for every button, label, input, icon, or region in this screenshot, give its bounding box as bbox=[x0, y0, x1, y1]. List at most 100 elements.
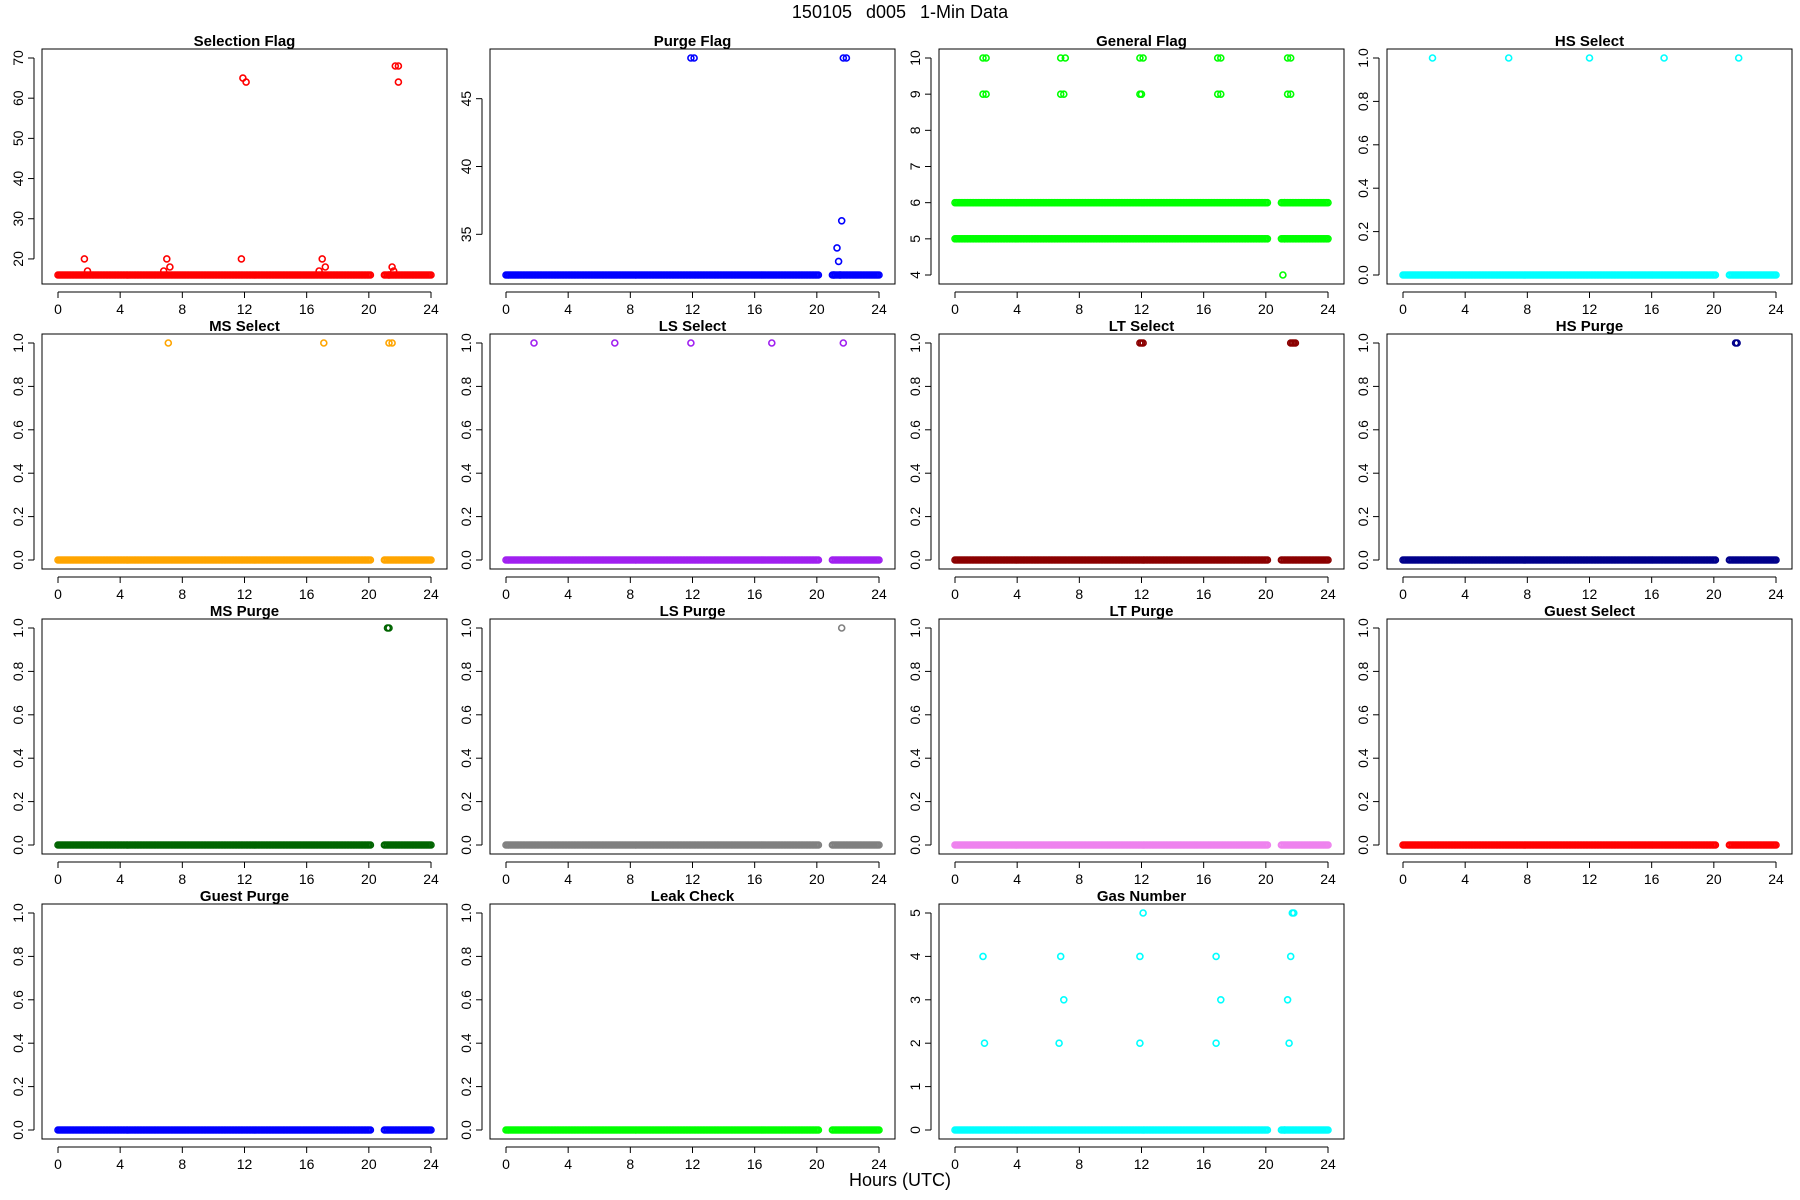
plot-frame bbox=[938, 333, 1345, 570]
data-point bbox=[1263, 235, 1272, 243]
x-tick-label: 0 bbox=[502, 301, 510, 317]
y-tick-label: 1.0 bbox=[1355, 48, 1371, 68]
data-point bbox=[242, 78, 250, 86]
data-point bbox=[687, 54, 695, 62]
x-tick-label: 16 bbox=[747, 586, 763, 602]
plot-frame bbox=[1386, 333, 1793, 570]
data-points bbox=[54, 624, 435, 849]
data-point bbox=[388, 263, 396, 271]
station-code: d005 bbox=[866, 2, 907, 22]
x-tick-label: 12 bbox=[1582, 586, 1598, 602]
data-point bbox=[389, 267, 398, 275]
x-tick-label: 4 bbox=[1461, 301, 1469, 317]
data-point bbox=[979, 952, 987, 961]
y-tick-label: 0.6 bbox=[458, 705, 474, 725]
y-axis: 0.0 0.2 0.4 0.6 0.8 1.0 bbox=[10, 618, 35, 855]
x-tick-label: 20 bbox=[361, 871, 377, 887]
x-tick-label: 24 bbox=[871, 301, 887, 317]
chart-title: HS Purge bbox=[1556, 318, 1624, 335]
x-tick-label: 12 bbox=[1582, 871, 1598, 887]
data-point bbox=[833, 244, 841, 252]
y-tick-label: 1.0 bbox=[10, 333, 26, 353]
y-tick-label: 0.2 bbox=[907, 507, 923, 527]
data-point bbox=[1279, 271, 1287, 279]
chart-title: Gas Number bbox=[1097, 888, 1186, 905]
x-axis: 0 4 8 12 16 20 24 bbox=[502, 576, 887, 602]
y-tick-label: 0.2 bbox=[458, 792, 474, 812]
data-point bbox=[1212, 1039, 1220, 1047]
x-tick-label: 0 bbox=[54, 871, 62, 887]
data-point bbox=[1139, 339, 1147, 347]
y-tick-label: 4 bbox=[907, 952, 923, 960]
y-tick-label: 0.4 bbox=[1355, 463, 1371, 483]
x-tick-label: 24 bbox=[871, 586, 887, 602]
chart-title: Selection Flag bbox=[194, 33, 296, 50]
x-axis: 0 4 8 12 16 20 24 bbox=[951, 861, 1336, 887]
x-tick-label: 20 bbox=[1706, 871, 1722, 887]
y-tick-label: 0.6 bbox=[10, 705, 26, 725]
data-points bbox=[502, 339, 883, 564]
x-tick-label: 8 bbox=[626, 586, 634, 602]
plot-frame bbox=[938, 903, 1345, 1140]
chart-title: Guest Purge bbox=[200, 888, 289, 905]
chart-panel-15: Gas Number 0 4 8 12 16 20 24 0 1 2 3 4 5 bbox=[907, 888, 1345, 1172]
data-point bbox=[1286, 952, 1295, 961]
data-points bbox=[951, 339, 1332, 564]
data-point bbox=[1733, 339, 1741, 347]
data-points bbox=[951, 841, 1332, 849]
data-point bbox=[1324, 556, 1332, 564]
data-point bbox=[315, 267, 323, 275]
chart-title: LT Purge bbox=[1110, 603, 1174, 620]
y-tick-label: 0.4 bbox=[10, 748, 26, 768]
y-tick-label: 70 bbox=[10, 50, 26, 66]
x-tick-label: 4 bbox=[564, 586, 572, 602]
y-tick-label: 0.2 bbox=[10, 507, 26, 527]
y-tick-label: 1.0 bbox=[10, 618, 26, 638]
x-tick-label: 24 bbox=[1320, 586, 1336, 602]
y-tick-label: 0.8 bbox=[1355, 376, 1371, 396]
y-tick-label: 0.6 bbox=[907, 420, 923, 440]
data-point bbox=[1428, 54, 1437, 62]
data-point bbox=[394, 62, 403, 70]
y-tick-label: 9 bbox=[907, 90, 923, 98]
x-tick-label: 4 bbox=[116, 871, 124, 887]
data-point bbox=[1056, 952, 1065, 961]
x-tick-label: 16 bbox=[1644, 586, 1660, 602]
data-point bbox=[1283, 54, 1292, 62]
y-tick-label: 2 bbox=[907, 1039, 923, 1047]
data-point bbox=[687, 339, 695, 347]
y-axis: 0.0 0.2 0.4 0.6 0.8 1.0 bbox=[10, 333, 35, 570]
y-tick-label: 0.8 bbox=[10, 946, 26, 966]
chart-panel-12: Guest Select 0 4 8 12 16 20 24 0.0 0.2 0.4 0.6 0.8 1.… bbox=[1355, 603, 1793, 887]
x-axis: 0 4 8 12 16 20 24 bbox=[54, 861, 439, 887]
y-axis: 0.0 0.2 0.4 0.6 0.8 1.0 bbox=[10, 903, 35, 1140]
x-axis: 0 4 8 12 16 20 24 bbox=[502, 1146, 887, 1172]
x-tick-label: 20 bbox=[1706, 586, 1722, 602]
chart-panel-3: General Flag 0 4 8 12 16 20 24 4 5 6 7 8 9 10 bbox=[907, 33, 1345, 317]
plot-frame bbox=[489, 48, 896, 285]
y-tick-label: 0.4 bbox=[458, 463, 474, 483]
data-point bbox=[1136, 1039, 1144, 1047]
data-point bbox=[1060, 995, 1068, 1004]
y-tick-label: 1.0 bbox=[907, 618, 923, 638]
x-tick-label: 16 bbox=[1196, 586, 1212, 602]
y-tick-label: 0.0 bbox=[10, 835, 26, 855]
x-tick-label: 24 bbox=[871, 871, 887, 887]
x-tick-label: 24 bbox=[423, 586, 439, 602]
data-point bbox=[690, 54, 698, 62]
data-point bbox=[1263, 198, 1272, 207]
data-point bbox=[1734, 54, 1743, 62]
x-tick-label: 4 bbox=[1013, 871, 1021, 887]
x-axis: 0 4 8 12 16 20 24 bbox=[1399, 291, 1784, 317]
y-tick-label: 0.8 bbox=[907, 661, 923, 681]
chart-title: LT Select bbox=[1109, 318, 1175, 335]
y-tick-label: 0.6 bbox=[458, 420, 474, 440]
data-point bbox=[1283, 995, 1292, 1004]
data-point bbox=[166, 263, 174, 271]
y-tick-label: 0.0 bbox=[907, 550, 923, 570]
x-tick-label: 12 bbox=[685, 871, 701, 887]
data-point bbox=[1772, 271, 1780, 279]
data-point bbox=[836, 271, 844, 279]
data-point bbox=[366, 556, 375, 564]
data-point bbox=[1585, 54, 1594, 62]
